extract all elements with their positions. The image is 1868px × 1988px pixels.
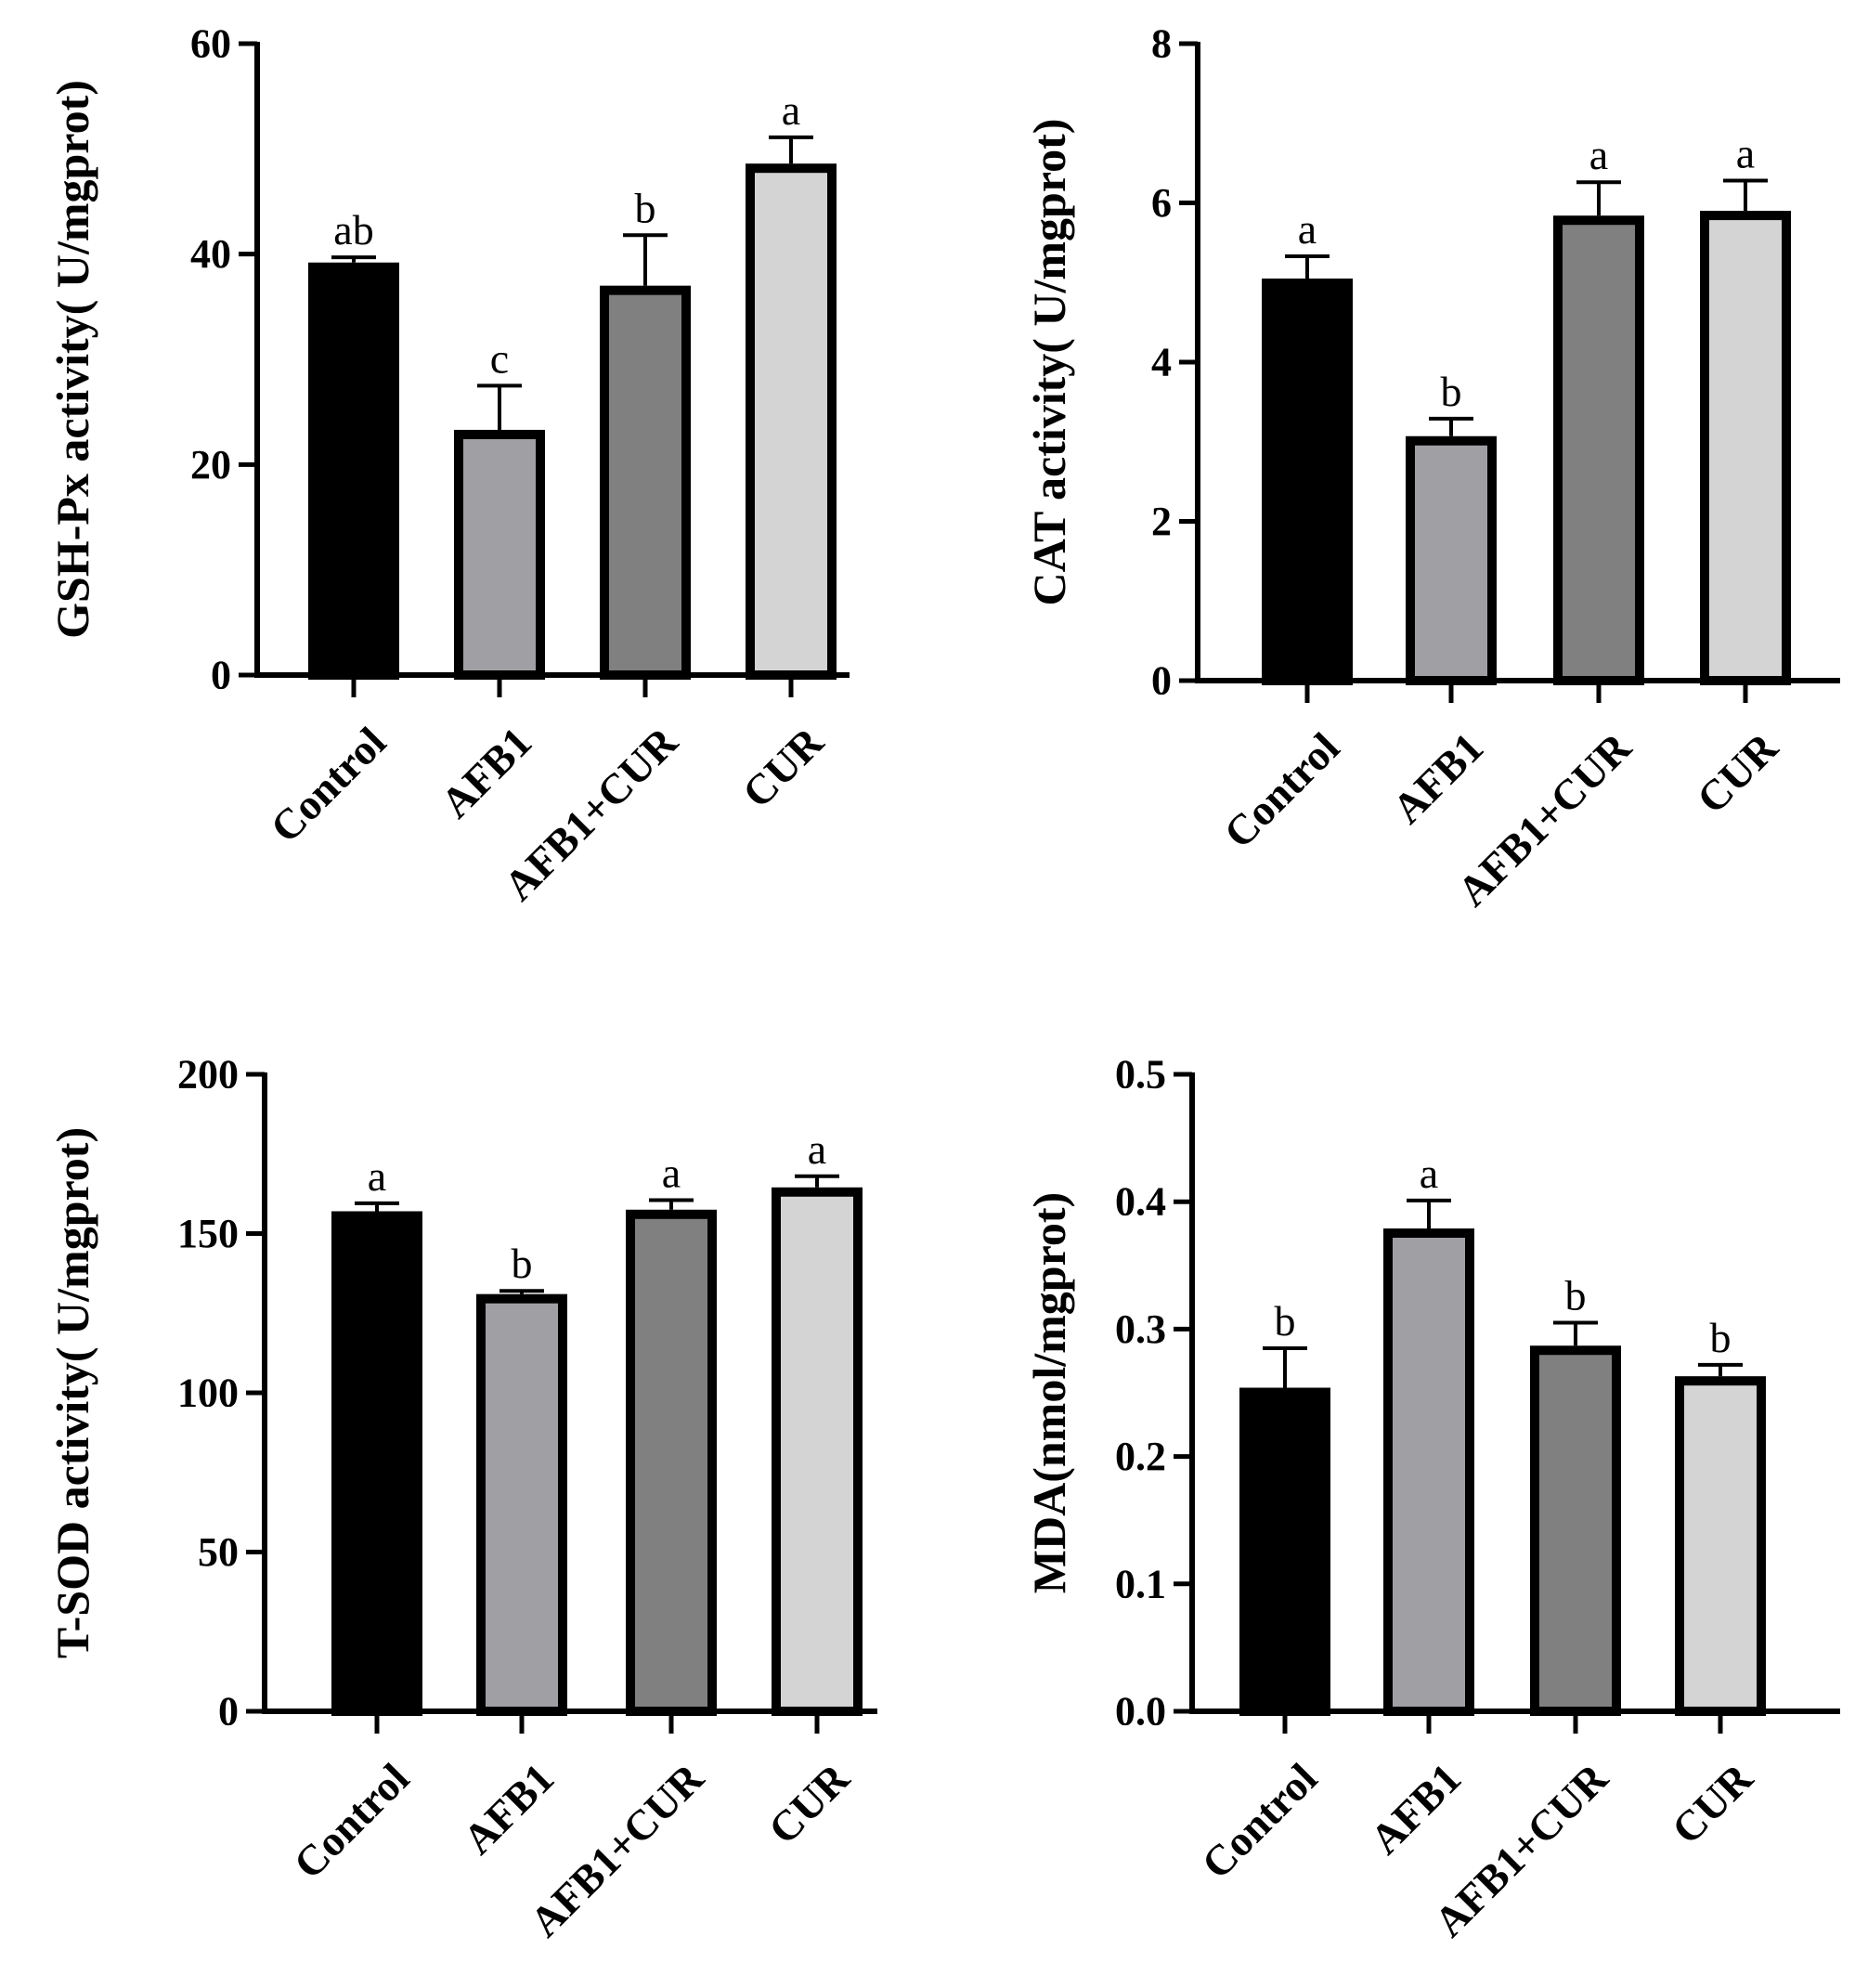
chart4-significance-3: b	[1710, 1314, 1732, 1361]
chart4-xtick-label-1: AFB1	[1361, 1754, 1470, 1863]
chart1-significance-3: a	[782, 86, 800, 134]
chart4-y-axis-label: MDA(nmol/mgprot)	[1023, 1192, 1075, 1593]
chart3-ytick-label-1: 50	[198, 1529, 239, 1575]
chart1-ytick-label-1: 20	[190, 442, 231, 487]
chart1-xtick-label-3: CUR	[733, 718, 833, 817]
chart4-ytick-label-2: 0.2	[1115, 1434, 1166, 1479]
chart4-ytick-label-1: 0.1	[1115, 1561, 1166, 1606]
chart1-xtick-label-0: Control	[261, 718, 395, 851]
chart4-bar-0	[1239, 1387, 1330, 1716]
chart4-bar-3	[1675, 1376, 1766, 1716]
chart2-ytick-label-1: 2	[1151, 499, 1172, 544]
chart3-bar-2	[626, 1209, 717, 1716]
chart3-significance-1: b	[512, 1240, 533, 1287]
chart4-bar-1	[1383, 1228, 1474, 1716]
chart2-significance-3: a	[1736, 129, 1755, 176]
chart4-bar-2	[1530, 1345, 1621, 1716]
chart2-xtick-label-1: AFB1	[1383, 723, 1492, 832]
chart1-ytick-label-3: 60	[190, 21, 231, 67]
chart4-significance-2: b	[1565, 1272, 1587, 1319]
chart3-xtick-label-1: AFB1	[454, 1754, 563, 1863]
chart3-bar-3	[772, 1187, 863, 1716]
chart2-ytick-label-0: 0	[1151, 658, 1172, 704]
chart4-significance-0: b	[1275, 1297, 1296, 1345]
chart3-bar-0	[331, 1211, 422, 1716]
chart1-bar-3	[746, 163, 837, 680]
chart2-xtick-label-3: CUR	[1688, 723, 1787, 823]
chart3-ytick-label-4: 200	[177, 1052, 239, 1098]
chart2-bar-3	[1700, 211, 1791, 685]
chart3-xtick-label-0: Control	[284, 1754, 418, 1888]
chart2-significance-2: a	[1589, 131, 1608, 178]
chart1-ytick-label-2: 40	[190, 231, 231, 277]
chart4-xtick-label-0: Control	[1192, 1754, 1326, 1888]
chart3-bar-1	[476, 1293, 567, 1717]
chart2-ytick-label-2: 4	[1151, 340, 1172, 385]
chart1-bar-1	[454, 429, 545, 680]
chart4-significance-1: a	[1420, 1150, 1438, 1197]
chart4-xtick-label-3: CUR	[1663, 1754, 1762, 1853]
chart2-xtick-label-0: Control	[1214, 723, 1348, 857]
chart2-bar-1	[1406, 435, 1497, 685]
chart1-significance-2: b	[635, 184, 656, 231]
chart2-bar-0	[1262, 278, 1353, 685]
chart2-y-axis-label: CAT activity( U/mgprot)	[1023, 119, 1075, 606]
chart3-ytick-label-0: 0	[218, 1689, 239, 1735]
chart3-xtick-label-3: CUR	[759, 1754, 859, 1853]
chart1-y-axis-label: GSH-Px activity( U/mgprot)	[46, 80, 98, 639]
chart4-ytick-label-4: 0.4	[1115, 1179, 1166, 1225]
chart4-ytick-label-3: 0.3	[1115, 1306, 1166, 1352]
chart1-significance-0: ab	[333, 206, 373, 253]
chart3-significance-2: a	[662, 1149, 681, 1196]
chart1-bar-0	[308, 262, 399, 680]
chart2-ytick-label-3: 6	[1151, 180, 1172, 226]
chart1-bar-2	[600, 285, 691, 680]
chart3-significance-0: a	[368, 1152, 386, 1200]
chart4-ytick-label-5: 0.5	[1115, 1052, 1166, 1098]
chart2-bar-2	[1553, 215, 1644, 685]
chart2-ytick-label-4: 8	[1151, 21, 1172, 67]
chart3-y-axis-label: T-SOD activity( U/mgprot)	[46, 1127, 98, 1658]
chart3-ytick-label-2: 100	[177, 1371, 239, 1416]
chart3-significance-3: a	[808, 1125, 826, 1173]
chart1-ytick-label-0: 0	[211, 653, 231, 698]
chart2-significance-1: b	[1441, 368, 1462, 415]
chart1-xtick-label-1: AFB1	[432, 718, 540, 826]
chart1-significance-1: c	[490, 334, 509, 382]
chart3-ytick-label-3: 150	[177, 1211, 239, 1256]
chart2-significance-0: a	[1298, 205, 1317, 253]
chart4-ytick-label-0: 0.0	[1115, 1689, 1166, 1735]
